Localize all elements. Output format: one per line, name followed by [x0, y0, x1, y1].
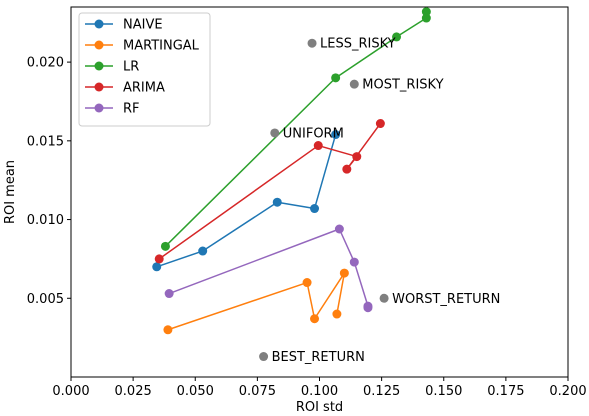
data-point-lr: [421, 13, 431, 23]
y-tick-label: 0.015: [27, 134, 64, 149]
legend-marker-lr: [94, 61, 104, 71]
legend-label-naive: NAIVE: [123, 18, 163, 33]
legend-marker-naive: [94, 19, 104, 29]
x-tick-label: 0.000: [52, 384, 89, 399]
data-point-martingal: [310, 314, 320, 324]
y-tick-label: 0.005: [27, 292, 64, 307]
x-tick-label: 0.100: [301, 384, 338, 399]
x-tick-label: 0.175: [487, 384, 524, 399]
reference-point-less-risky: [307, 38, 317, 48]
data-point-arima: [342, 164, 352, 174]
data-point-arima: [154, 254, 164, 264]
x-tick-label: 0.025: [115, 384, 152, 399]
annotation-best-return: BEST_RETURN: [272, 350, 365, 365]
data-point-arima: [313, 141, 323, 151]
legend-label-martingal: MARTINGAL: [123, 39, 200, 54]
data-point-arima: [375, 119, 385, 129]
x-tick-label: 0.050: [177, 384, 214, 399]
x-tick-label: 0.075: [239, 384, 276, 399]
data-point-martingal: [339, 268, 349, 278]
x-tick-label: 0.125: [363, 384, 400, 399]
data-point-rf: [164, 289, 174, 299]
data-point-naive: [152, 262, 162, 272]
data-point-rf: [363, 303, 373, 313]
data-point-martingal: [163, 325, 173, 335]
data-point-rf: [334, 224, 344, 234]
x-axis-title: ROI std: [296, 400, 343, 415]
data-point-naive: [331, 130, 341, 140]
x-tick-label: 0.150: [425, 384, 462, 399]
annotation-most-risky: MOST_RISKY: [362, 78, 443, 93]
legend-box: [78, 12, 211, 127]
data-point-lr: [160, 241, 170, 251]
data-point-naive: [310, 204, 320, 214]
annotation-uniform: UNIFORM: [283, 126, 344, 141]
legend-marker-rf: [94, 103, 104, 113]
data-point-naive: [272, 197, 282, 207]
y-tick-label: 0.020: [27, 56, 64, 71]
legend-label-lr: LR: [123, 60, 139, 75]
reference-point-best-return: [259, 352, 269, 362]
y-tick-label: 0.010: [27, 213, 64, 228]
legend-label-rf: RF: [123, 102, 140, 117]
reference-point-worst-return: [379, 293, 389, 303]
legend-label-arima: ARIMA: [123, 81, 165, 96]
annotation-less-risky: LESS_RISKY: [320, 37, 396, 52]
data-point-naive: [198, 246, 208, 256]
data-point-arima: [352, 152, 362, 162]
series-line-naive: [156, 134, 337, 268]
data-point-lr: [392, 32, 402, 42]
reference-point-most-risky: [349, 79, 359, 89]
data-point-lr: [421, 7, 431, 17]
legend-marker-arima: [94, 82, 104, 92]
reference-point-uniform: [270, 128, 280, 138]
data-point-lr: [331, 73, 341, 83]
data-point-rf: [349, 257, 359, 267]
legend-marker-martingal: [94, 40, 104, 50]
annotation-worst-return: WORST_RETURN: [392, 292, 500, 307]
data-point-martingal: [302, 278, 312, 288]
y-axis-title: ROI mean: [3, 160, 18, 224]
x-tick-label: 0.200: [549, 384, 586, 399]
data-point-martingal: [332, 309, 342, 319]
